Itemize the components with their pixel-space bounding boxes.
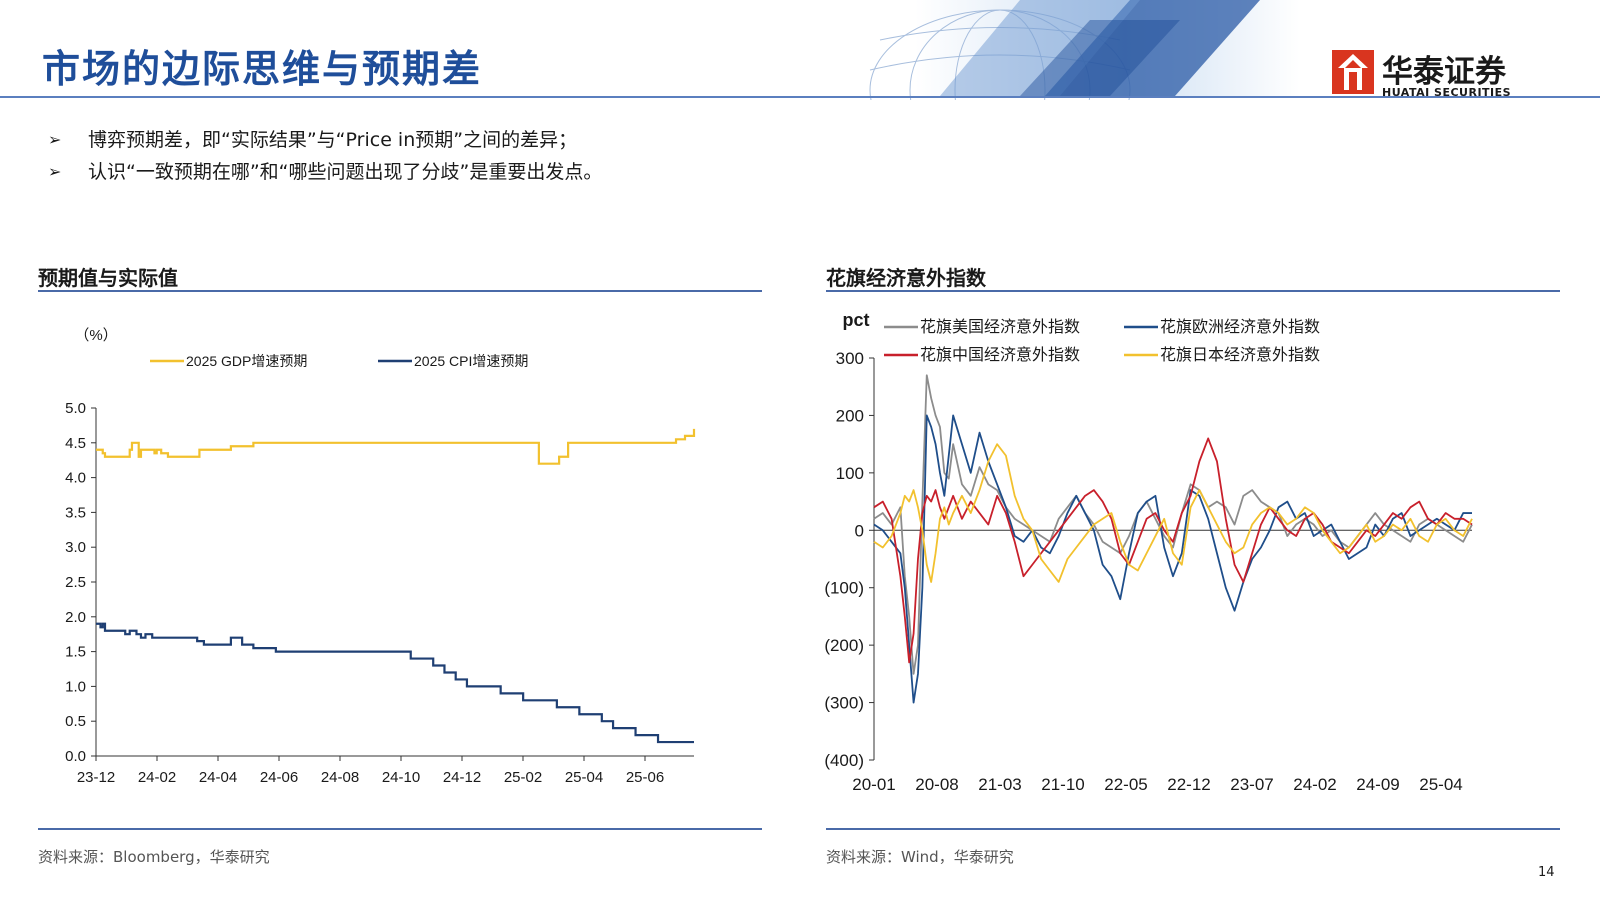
legend-label: 2025 CPI增速预期 xyxy=(414,353,528,369)
x-tick-label: 24-02 xyxy=(1293,775,1336,794)
bullet-text: 博弈预期差，即“实际结果”与“Price in预期”之间的差异； xyxy=(88,129,578,151)
x-tick-label: 25-04 xyxy=(1419,775,1462,794)
x-tick-label: 20-08 xyxy=(915,775,958,794)
left-source: 资料来源：Bloomberg，华泰研究 xyxy=(38,848,270,866)
y-axis-label: pct xyxy=(843,310,870,330)
globe-decoration xyxy=(600,0,1300,100)
y-tick-label: 2.5 xyxy=(65,574,86,591)
y-tick-label: 2.0 xyxy=(65,609,86,626)
surprise-series-line-2 xyxy=(873,414,1472,704)
huatai-logo: 华泰证券 HUATAI SECURITIES xyxy=(1330,44,1570,100)
x-tick-label: 25-06 xyxy=(626,769,664,786)
y-tick-label: 1.5 xyxy=(65,644,86,661)
left-chart-title: 预期值与实际值 xyxy=(38,266,178,290)
x-tick-label: 25-02 xyxy=(504,769,542,786)
right-chart-top-rule xyxy=(826,290,1560,292)
x-tick-label: 20-01 xyxy=(852,775,895,794)
right-chart-bottom-rule xyxy=(826,828,1560,830)
arrow-bullet-icon: ➢ xyxy=(48,162,62,181)
y-tick-label: 5.0 xyxy=(65,400,86,417)
bullet-item: ➢ 认识“一致预期在哪”和“哪些问题出现了分歧”是重要出发点。 xyxy=(48,156,602,188)
surprise-series-line-4 xyxy=(873,443,1473,583)
legend-label: 花旗中国经济意外指数 xyxy=(920,345,1080,364)
y-tick-label: 4.0 xyxy=(65,470,86,487)
y-tick-label: 3.5 xyxy=(65,504,86,521)
x-tick-label: 24-09 xyxy=(1356,775,1399,794)
slide-header: 市场的边际思维与预期差 华泰证券 HUATAI SECURITIES xyxy=(0,0,1600,100)
expectation-chart: （%） 2025 GDP增速预期 2025 CPI增速预期 0.0 0.5 1.0 1.5 2… xyxy=(65,327,696,786)
x-tick-label: 24-06 xyxy=(260,769,298,786)
bullet-item: ➢ 博弈预期差，即“实际结果”与“Price in预期”之间的差异； xyxy=(48,124,602,156)
x-tick-label: 22-05 xyxy=(1104,775,1147,794)
logo-text: 华泰证券 xyxy=(1382,54,1506,90)
logo-subtext: HUATAI SECURITIES xyxy=(1382,86,1512,99)
x-tick-label: 24-08 xyxy=(321,769,359,786)
left-chart-top-rule xyxy=(38,290,762,292)
y-tick-label: (400) xyxy=(824,751,864,770)
x-tick-label: 21-03 xyxy=(978,775,1021,794)
y-tick-label: 0.5 xyxy=(65,713,86,730)
y-tick-label: 100 xyxy=(836,464,864,483)
y-tick-label: 0.0 xyxy=(65,748,86,765)
x-tick-label: 24-10 xyxy=(382,769,420,786)
y-tick-label: 4.5 xyxy=(65,435,86,452)
surprise-series-line-3 xyxy=(873,437,1473,664)
gdp-series-line xyxy=(96,428,696,465)
y-tick-label: (100) xyxy=(824,579,864,598)
y-tick-label: 200 xyxy=(836,406,864,425)
legend-label: 花旗美国经济意外指数 xyxy=(920,317,1080,336)
page-number: 14 xyxy=(1538,865,1555,880)
y-tick-label: 1.0 xyxy=(65,678,86,695)
x-tick-label: 23-07 xyxy=(1230,775,1273,794)
y-tick-label: 300 xyxy=(836,349,864,368)
surprise-series-line-1 xyxy=(873,374,1473,675)
bullet-text: 认识“一致预期在哪”和“哪些问题出现了分歧”是重要出发点。 xyxy=(88,161,603,183)
x-tick-label: 24-02 xyxy=(138,769,176,786)
bullet-list: ➢ 博弈预期差，即“实际结果”与“Price in预期”之间的差异； ➢ 认识“… xyxy=(48,124,602,188)
right-source: 资料来源：Wind，华泰研究 xyxy=(826,848,1014,866)
y-tick-label: 0 xyxy=(855,521,864,540)
y-tick-label: 3.0 xyxy=(65,539,86,556)
cpi-series-line xyxy=(96,622,694,744)
y-axis-label: （%） xyxy=(74,327,117,344)
x-tick-label: 24-12 xyxy=(443,769,481,786)
legend-label: 2025 GDP增速预期 xyxy=(186,353,307,369)
left-chart-bottom-rule xyxy=(38,828,762,830)
legend-label: 花旗日本经济意外指数 xyxy=(1160,345,1320,364)
x-tick-label: 24-04 xyxy=(199,769,237,786)
y-tick-label: (300) xyxy=(824,694,864,713)
x-tick-label: 21-10 xyxy=(1041,775,1084,794)
x-tick-label: 23-12 xyxy=(77,769,115,786)
x-tick-label: 22-12 xyxy=(1167,775,1210,794)
right-chart-title: 花旗经济意外指数 xyxy=(826,266,986,290)
y-tick-label: (200) xyxy=(824,636,864,655)
x-tick-label: 25-04 xyxy=(565,769,603,786)
arrow-bullet-icon: ➢ xyxy=(48,130,62,149)
huatai-logo-icon xyxy=(1332,50,1374,94)
header-divider xyxy=(0,96,1600,98)
page-title: 市场的边际思维与预期差 xyxy=(42,46,483,91)
legend-label: 花旗欧洲经济意外指数 xyxy=(1160,317,1320,336)
